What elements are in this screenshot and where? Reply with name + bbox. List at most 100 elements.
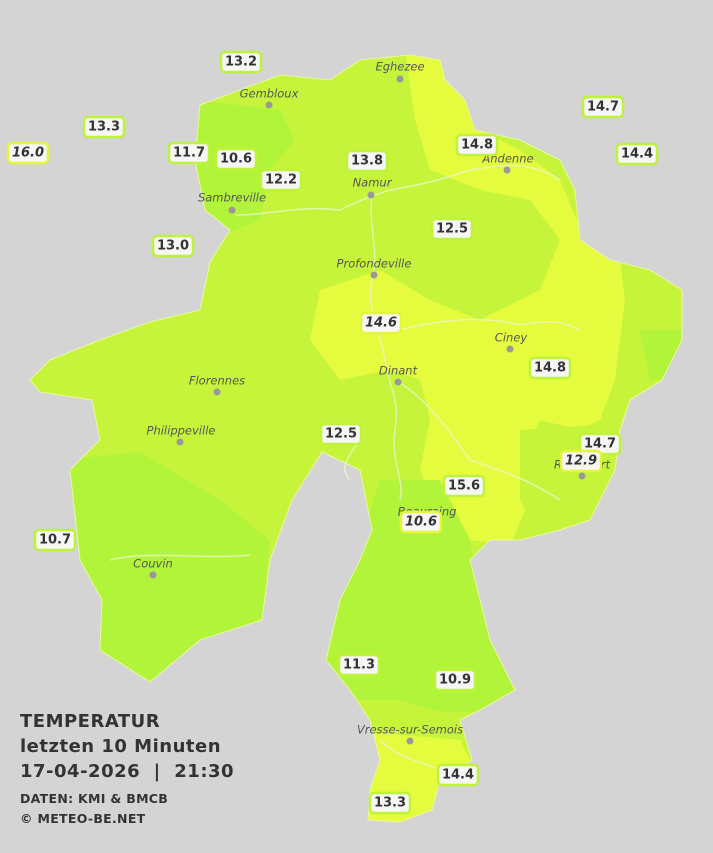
station-box: [559, 449, 603, 473]
cities: EghezeeGemblouxAndenneNamurSambrevillePr…: [133, 60, 611, 745]
city-dot: [213, 388, 221, 396]
station-value: 13.3: [88, 120, 120, 135]
station-box: [442, 474, 486, 498]
station: 13.3: [82, 115, 126, 139]
city-dot: [506, 345, 514, 353]
station-value: 12.5: [325, 427, 357, 442]
city-label: Couvin: [133, 557, 173, 571]
station-value: 14.7: [587, 100, 619, 115]
station: 12.9: [559, 449, 603, 473]
station-value: 14.6: [365, 316, 397, 331]
station-box: [319, 422, 363, 446]
station-box: [6, 141, 50, 165]
station-value: 12.5: [436, 222, 468, 237]
station: 10.6: [214, 147, 258, 171]
station-value: 14.7: [584, 437, 616, 452]
station-value: 10.6: [220, 152, 252, 167]
station-value: 10.6: [405, 515, 437, 530]
city-label: Dinant: [379, 364, 418, 378]
station: 16.0: [6, 141, 50, 165]
station: 12.5: [430, 217, 474, 241]
station-box: [219, 50, 263, 74]
station: 14.8: [528, 356, 572, 380]
city-label: Gembloux: [240, 87, 299, 101]
station-value: 12.2: [265, 173, 297, 188]
river: [109, 164, 581, 771]
station: 13.8: [345, 149, 389, 173]
city-label: Namur: [353, 176, 393, 190]
warm-zone: [310, 55, 625, 545]
station-value: 13.8: [351, 154, 383, 169]
city-label: Ciney: [495, 331, 528, 345]
city-dot: [578, 472, 586, 480]
station-box: [430, 217, 474, 241]
station: 13.0: [151, 234, 195, 258]
station-box: [399, 510, 443, 534]
station-value: 15.6: [448, 479, 480, 494]
city-dot: [394, 378, 402, 386]
station-value: 12.9: [565, 454, 597, 469]
station: 12.2: [259, 168, 303, 192]
station-value: 10.9: [439, 673, 471, 688]
city-dot: [149, 571, 157, 579]
station-value: 11.7: [173, 146, 205, 161]
station-box: [259, 168, 303, 192]
station-value: 14.4: [621, 147, 653, 162]
legend-datetime: 17-04-2026 | 21:30: [20, 761, 235, 782]
station-box: [528, 356, 572, 380]
station-box: [615, 142, 659, 166]
stations: 13.2 13.3 16.0 11.7 10.6 12.2 13.8 14.8 14.7 14.4…: [6, 50, 659, 815]
city-label: Florennes: [189, 374, 245, 388]
city-dot: [370, 271, 378, 279]
station-value: 13.3: [374, 796, 406, 811]
city-dot: [503, 166, 511, 174]
station-value: 14.4: [442, 768, 474, 783]
station: 14.7: [578, 432, 622, 456]
station: 11.7: [167, 141, 211, 165]
station-box: [436, 763, 480, 787]
city-dot: [228, 206, 236, 214]
station: 10.6: [399, 510, 443, 534]
station: 10.9: [433, 668, 477, 692]
station-value: 11.3: [343, 658, 375, 673]
station-value: 16.0: [12, 146, 44, 161]
city-label: Profondeville: [337, 257, 412, 271]
cool-zone-south: [60, 330, 682, 712]
city-dot: [176, 438, 184, 446]
station: 14.4: [615, 142, 659, 166]
station: 10.7: [33, 528, 77, 552]
legend-copyright: © METEO-BE.NET: [20, 811, 146, 826]
station-value: 13.2: [225, 55, 257, 70]
station-box: [368, 791, 412, 815]
legend-source: DATEN: KMI & BMCB: [20, 791, 169, 806]
city-dot: [265, 101, 273, 109]
legend-subtitle: letzten 10 Minuten: [20, 736, 222, 757]
station: 12.5: [319, 422, 363, 446]
city-label: Sambreville: [198, 191, 266, 205]
station-box: [337, 653, 381, 677]
station-box: [433, 668, 477, 692]
city-dot: [367, 191, 375, 199]
station: 14.4: [436, 763, 480, 787]
station-box: [581, 95, 625, 119]
station: 11.3: [337, 653, 381, 677]
station: 14.8: [455, 133, 499, 157]
city-dot: [406, 737, 414, 745]
station: 13.3: [368, 791, 412, 815]
station-box: [82, 115, 126, 139]
legend-title: TEMPERATUR: [20, 711, 161, 732]
station: 13.2: [219, 50, 263, 74]
station-box: [359, 311, 403, 335]
city-label: Eghezee: [375, 60, 424, 74]
station: 14.6: [359, 311, 403, 335]
station-value: 14.8: [461, 138, 493, 153]
station: 14.7: [581, 95, 625, 119]
station-value: 13.0: [157, 239, 189, 254]
station-box: [151, 234, 195, 258]
station-box: [33, 528, 77, 552]
station-value: 10.7: [39, 533, 71, 548]
station-box: [167, 141, 211, 165]
station-box: [214, 147, 258, 171]
